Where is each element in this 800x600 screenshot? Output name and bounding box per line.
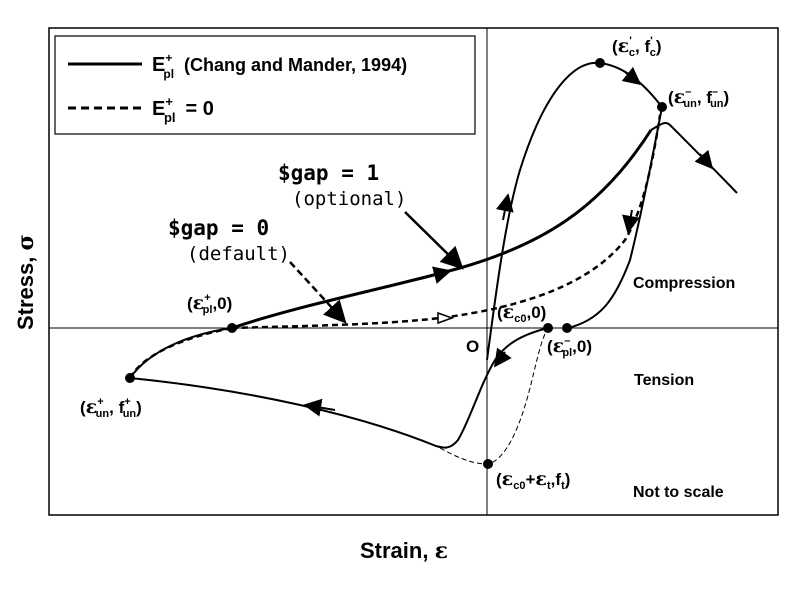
tension-reloading-solid — [129, 327, 233, 379]
descending-arrow — [694, 149, 714, 170]
tensile-strength-point — [483, 459, 493, 469]
plastic-strain-neg-point — [562, 323, 572, 333]
gap1-label: $gap = 1 — [278, 161, 379, 185]
y-axis-title: Stress, σ — [13, 234, 39, 330]
tension-envelope-curve — [439, 327, 549, 465]
ec0-label: (εc0,0) — [497, 301, 546, 325]
tension-unloading-curve — [129, 327, 549, 449]
gap0-label: $gap = 0 — [168, 216, 269, 240]
legend-solid-label: E+ pl (Chang and Mander, 1994) — [152, 51, 407, 81]
x-axis-title: Strain, ε — [360, 538, 448, 564]
compression-label: Compression — [633, 275, 735, 292]
legend-dashed-label: E+ pl = 0 — [152, 94, 214, 125]
gap1-note: (optional) — [292, 188, 406, 210]
plastic-strain-pos-label: (ε+ pl,0) — [187, 292, 232, 316]
gap0-reloading-curve — [231, 114, 662, 330]
peak-point — [595, 58, 605, 68]
plastic-strain-pos-point — [227, 323, 237, 333]
envelope-arrow-peak — [621, 66, 642, 86]
origin-label: O — [466, 337, 479, 356]
scale-note: Not to scale — [633, 484, 724, 501]
ec0-point — [543, 323, 553, 333]
unloading-label: (ε– un, f– un) — [668, 86, 729, 110]
unloading-arrow — [622, 209, 640, 234]
legend-box — [54, 35, 476, 135]
gap1-reloading-curve — [231, 129, 653, 330]
tension-unload-point — [125, 373, 135, 383]
peak-label: (ε' c, f' c) — [612, 35, 662, 59]
tension-arrow-down — [493, 347, 512, 368]
compression-unloading-curve — [567, 106, 663, 329]
gap0-pointer-arrow — [289, 261, 347, 324]
tension-unload-label: (ε+ un, f+ un) — [80, 396, 142, 420]
tensile-strength-label: (εc0+εt,ft) — [496, 468, 570, 492]
unloading-point — [657, 102, 667, 112]
tension-label: Tension — [634, 372, 694, 389]
gap1-path-arrow — [419, 266, 452, 284]
envelope-continuation-curve — [650, 121, 738, 194]
gap0-path-arrow — [437, 311, 455, 325]
tension-reloading-dashed — [128, 326, 233, 379]
gap1-pointer-arrow — [404, 211, 464, 270]
gap0-note: (default) — [187, 243, 290, 265]
tension-arrow-left — [303, 398, 336, 417]
envelope-arrow-up — [495, 193, 514, 221]
plot-frame — [48, 27, 779, 516]
plastic-strain-neg-label: (ε– pl,0) — [547, 335, 592, 359]
